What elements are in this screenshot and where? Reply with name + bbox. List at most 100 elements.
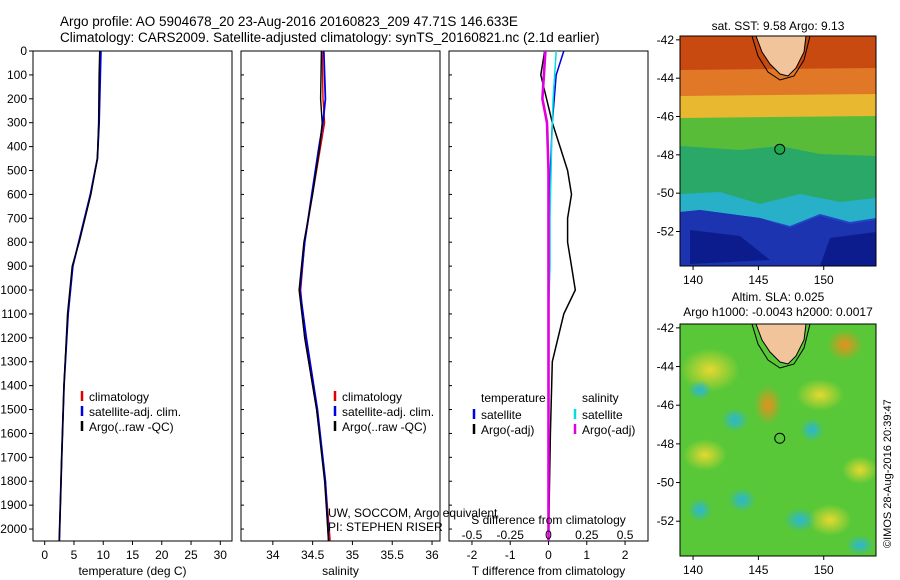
x-tick-label: 34 (266, 548, 280, 562)
x-tick-label: 15 (126, 548, 140, 562)
series-line-2 (540, 50, 577, 542)
x-tick-label: 35 (346, 548, 360, 562)
map-x-tick-label: 145 (748, 563, 768, 577)
y-tick-label: 800 (7, 235, 27, 249)
legend-label: Argo(..raw -QC) (89, 420, 174, 434)
x-tick-label: 36 (425, 548, 439, 562)
plot-frame (240, 50, 441, 542)
legend-label: satellite (481, 408, 522, 422)
y-tick-label: 200 (7, 92, 27, 106)
y-tick-label: 2000 (0, 522, 27, 536)
series-line-2 (298, 50, 330, 542)
sla-argo-marker (774, 432, 786, 444)
x-axis-label: salinity (322, 564, 359, 578)
top-x-tick-label: 0.5 (617, 528, 634, 542)
y-tick-label: 1800 (0, 474, 27, 488)
map-y-tick-label: -52 (657, 514, 675, 528)
y-tick-label: 1000 (0, 283, 27, 297)
legend-label: climatology (342, 390, 402, 404)
y-tick-label: 700 (7, 211, 27, 225)
map-x-tick-label: 145 (748, 273, 768, 287)
legend-header: salinity (582, 391, 619, 405)
x-tick-label: 0 (41, 548, 48, 562)
map-y-tick-label: -46 (657, 110, 675, 124)
x-tick-label: 2 (622, 548, 629, 562)
map-y-tick-label: -46 (657, 398, 675, 412)
y-tick-label: 500 (7, 164, 27, 178)
y-tick-label: 1300 (0, 355, 27, 369)
top-x-tick-label: -0.5 (462, 528, 483, 542)
legend-label: satellite-adj. clim. (342, 405, 434, 419)
profile-panel-1: 0100200300400500600700800900100011001200… (0, 44, 233, 578)
legend-label: Argo(-adj) (481, 423, 534, 437)
series-line-3 (58, 50, 101, 542)
map-y-tick-label: -42 (657, 33, 675, 47)
legend-label: climatology (89, 390, 149, 404)
sla-map-title-line2: Argo h1000: -0.0043 h2000: 0.0017 (683, 305, 873, 319)
legend-label: satellite (582, 408, 623, 422)
y-tick-label: 300 (7, 116, 27, 130)
legend-label: Argo(-adj) (582, 423, 635, 437)
footer-pi: PI: STEPHEN RISER (328, 520, 443, 534)
x-tick-label: -2 (467, 548, 478, 562)
top-x-tick-label: 0 (545, 528, 552, 542)
sla-map (679, 323, 877, 557)
legend-label: satellite-adj. clim. (89, 405, 181, 419)
series-line-1 (299, 50, 331, 542)
map-y-tick-label: -50 (657, 186, 675, 200)
y-tick-label: 1100 (1, 307, 27, 321)
figure-title-line1: Argo profile: AO 5904678_20 23-Aug-2016 … (60, 14, 518, 29)
series-line-1 (547, 50, 565, 541)
x-tick-label: 35.5 (381, 548, 405, 562)
x-tick-label: 25 (184, 548, 198, 562)
sst-argo-marker (774, 143, 786, 155)
map-x-tick-label: 150 (814, 563, 834, 577)
map-y-tick-label: -50 (657, 476, 675, 490)
legend-header: temperature (481, 391, 546, 405)
x-tick-label: 10 (97, 548, 111, 562)
x-tick-label: -1 (505, 548, 516, 562)
sst-map (679, 35, 877, 267)
map-y-tick-label: -48 (657, 148, 675, 162)
map-y-tick-label: -48 (657, 437, 675, 451)
series-line-2 (58, 50, 102, 542)
series-line-1 (58, 50, 101, 542)
map-y-tick-label: -42 (657, 321, 675, 335)
y-tick-label: 400 (7, 140, 27, 154)
map-y-tick-label: -44 (657, 360, 675, 374)
x-tick-label: 20 (155, 548, 169, 562)
y-tick-label: 0 (20, 44, 27, 58)
footer-note: UW, SOCCOM, Argo equivalent (328, 506, 498, 520)
y-tick-label: 1400 (0, 379, 27, 393)
top-x-tick-label: -0.25 (497, 528, 525, 542)
copyright-stamp: ©IMOS 28-Aug-2016 20:39:47 (882, 399, 894, 548)
figure-title-line2: Climatology: CARS2009. Satellite-adjuste… (60, 30, 600, 45)
x-axis-label: temperature (deg C) (78, 564, 186, 578)
y-tick-label: 600 (7, 187, 27, 201)
sst-map-title: sat. SST: 9.58 Argo: 9.13 (712, 19, 845, 33)
legend-label: Argo(..raw -QC) (342, 420, 427, 434)
y-tick-label: 100 (7, 68, 27, 82)
map-x-tick-label: 140 (683, 273, 703, 287)
x-tick-label: 30 (214, 548, 228, 562)
map-x-tick-label: 150 (814, 273, 834, 287)
profile-panel-2: 34 34.5 35 35.5 36 salinity climatologysatelli… (240, 50, 441, 578)
series-line-4 (541, 50, 550, 541)
x-tick-label: 1 (583, 548, 590, 562)
top-x-axis-label: S difference from climatology (471, 513, 626, 527)
x-axis-label: T difference from climatology (472, 564, 626, 578)
y-tick-label: 1500 (0, 403, 27, 417)
x-tick-label: 0 (545, 548, 552, 562)
series-line-3 (298, 50, 330, 542)
y-tick-label: 900 (7, 259, 27, 273)
x-tick-label: 34.5 (301, 548, 325, 562)
x-tick-label: 5 (71, 548, 78, 562)
y-tick-label: 1600 (0, 426, 27, 440)
y-tick-label: 1200 (0, 331, 27, 345)
y-tick-label: 1900 (0, 498, 27, 512)
map-x-tick-label: 140 (683, 563, 703, 577)
plot-frame (32, 50, 233, 542)
map-y-tick-label: -44 (657, 71, 675, 85)
profile-panel-3: -2 -1 0 1 2 T difference from climatology -0.5… (448, 50, 649, 578)
sla-map-title-line1: Altim. SLA: 0.025 (732, 290, 825, 304)
